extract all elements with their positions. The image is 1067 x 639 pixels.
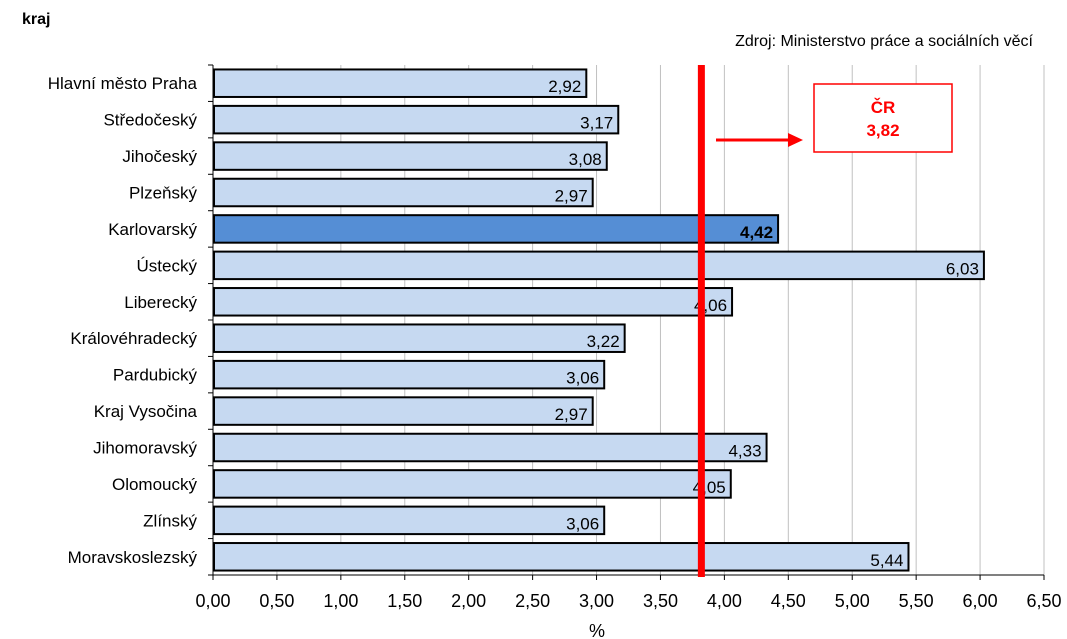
- data-label: 4,05: [693, 478, 726, 497]
- category-label: Středočeský: [103, 111, 197, 130]
- bar: [213, 68, 588, 98]
- data-label: 2,97: [555, 405, 588, 424]
- bar: [213, 323, 626, 353]
- reference-value: 3,82: [866, 121, 899, 140]
- x-tick-label: 2,00: [451, 591, 486, 611]
- data-label: 3,08: [569, 150, 602, 169]
- category-label: Karlovarský: [108, 220, 197, 239]
- category-label: Pardubický: [113, 366, 198, 385]
- category-label: Kraj Vysočina: [94, 402, 198, 421]
- bar: [213, 469, 732, 499]
- data-label: 5,44: [870, 551, 903, 570]
- reference-label: ČR: [871, 98, 896, 117]
- x-tick-label: 3,00: [579, 591, 614, 611]
- bar: [213, 214, 780, 244]
- x-tick-label: 3,50: [643, 591, 678, 611]
- x-tick-label: 6,00: [963, 591, 998, 611]
- category-label: Moravskoslezský: [68, 548, 198, 567]
- data-label: 3,06: [566, 369, 599, 388]
- y-axis-title: kraj: [22, 11, 50, 28]
- category-label: Plzeňský: [129, 184, 198, 203]
- source-note: Zdroj: Ministerstvo práce a sociálních v…: [735, 33, 1033, 50]
- data-label: 2,92: [548, 77, 581, 96]
- data-label: 3,22: [587, 332, 620, 351]
- x-tick-label: 4,00: [707, 591, 742, 611]
- reference-box: [813, 83, 953, 153]
- bar: [213, 177, 594, 208]
- x-tick-label: 5,50: [899, 591, 934, 611]
- data-label: 3,06: [566, 514, 599, 533]
- category-label: Olomoucký: [112, 475, 198, 494]
- x-tick-label: 5,00: [835, 591, 870, 611]
- x-tick-label: 0,00: [195, 591, 230, 611]
- data-label: 4,33: [728, 442, 761, 461]
- x-tick-label: 2,50: [515, 591, 550, 611]
- data-label: 2,97: [555, 187, 588, 206]
- x-tick-label: 1,50: [387, 591, 422, 611]
- x-axis-title: %: [589, 621, 605, 639]
- bar: [213, 287, 734, 317]
- data-label: 3,17: [580, 114, 613, 133]
- category-label: Jihočeský: [122, 147, 197, 166]
- bar: [213, 104, 620, 135]
- bar: [213, 542, 910, 572]
- bar: [213, 250, 985, 281]
- category-label: Jihomoravský: [93, 439, 197, 458]
- category-label: Liberecký: [124, 293, 197, 312]
- category-label: Ústecký: [137, 256, 198, 275]
- x-tick-label: 4,50: [771, 591, 806, 611]
- bar: [213, 396, 594, 426]
- data-label: 6,03: [946, 259, 979, 278]
- reference-arrow-head: [788, 133, 803, 147]
- category-label: Hlavní město Praha: [48, 74, 198, 93]
- bar: [213, 505, 606, 536]
- bar: [213, 359, 606, 390]
- bar: [213, 141, 608, 171]
- data-label: 4,42: [740, 223, 773, 242]
- bar: [213, 432, 768, 463]
- category-label: Zlínský: [143, 511, 197, 530]
- x-tick-label: 6,50: [1026, 591, 1061, 611]
- x-tick-label: 0,50: [259, 591, 294, 611]
- category-label: Královéhradecký: [70, 329, 197, 348]
- x-tick-label: 1,00: [323, 591, 358, 611]
